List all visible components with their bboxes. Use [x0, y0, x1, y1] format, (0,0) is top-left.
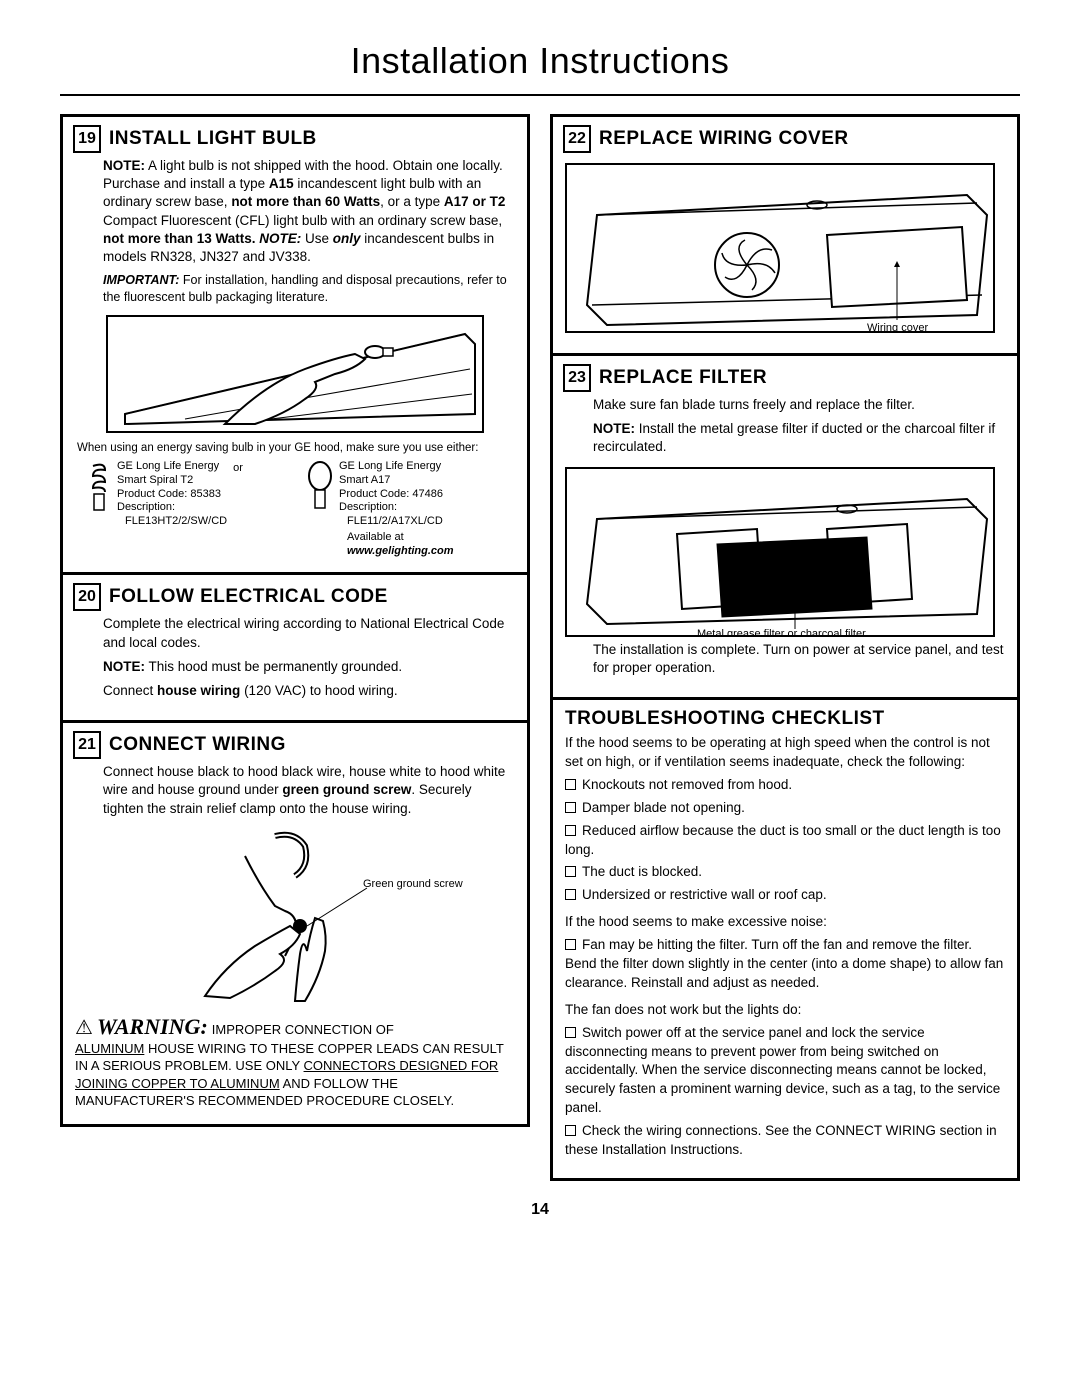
troubleshooting-title: TROUBLESHOOTING CHECKLIST	[565, 708, 885, 730]
ts-p2: If the hood seems to make excessive nois…	[565, 913, 1005, 932]
step-number-19: 19	[73, 125, 101, 153]
step-number-20: 20	[73, 583, 101, 611]
s21-p1: Connect house black to hood black wire, …	[103, 763, 515, 818]
right-column: 22 REPLACE WIRING COVER	[550, 114, 1020, 1181]
s23-p3: The installation is complete. Turn on po…	[593, 641, 1005, 677]
section-19-title: INSTALL LIGHT BULB	[109, 128, 317, 150]
ts-c3: Reduced airflow because the duct is too …	[565, 822, 1005, 860]
s23-p2: NOTE: Install the metal grease filter if…	[593, 420, 1005, 456]
step-number-22: 22	[563, 125, 591, 153]
connect-wiring-illustration	[145, 826, 445, 1006]
cfl-spiral-icon	[87, 460, 111, 516]
s20-p2: NOTE: This hood must be permanently grou…	[103, 658, 515, 676]
ts-c7: Switch power off at the service panel an…	[565, 1024, 1005, 1118]
s19-note: NOTE: A light bulb is not shipped with t…	[103, 157, 515, 266]
ts-p3: The fan does not work but the lights do:	[565, 1001, 1005, 1020]
ts-c4: The duct is blocked.	[565, 863, 1005, 882]
warning-icon: ⚠	[75, 1015, 93, 1040]
ts-c1: Knockouts not removed from hood.	[565, 776, 1005, 795]
ts-c8: Check the wiring connections. See the CO…	[565, 1122, 1005, 1160]
cfl-a17-icon	[307, 460, 333, 516]
ts-c5: Undersized or restrictive wall or roof c…	[565, 886, 1005, 905]
page-number: 14	[60, 1201, 1020, 1219]
svg-text:Wiring cover: Wiring cover	[867, 322, 928, 333]
s20-p1: Complete the electrical wiring according…	[103, 615, 515, 651]
columns: 19 INSTALL LIGHT BULB NOTE: A light bulb…	[60, 114, 1020, 1181]
step-number-23: 23	[563, 364, 591, 392]
s20-p3: Connect house wiring (120 VAC) to hood w…	[103, 682, 515, 700]
section-21: 21 CONNECT WIRING Connect house black to…	[60, 720, 530, 1127]
bulb-options: GE Long Life Energy Smart Spiral T2 Prod…	[63, 460, 527, 558]
section-22: 22 REPLACE WIRING COVER	[550, 114, 1020, 353]
ts-c2: Damper blade not opening.	[565, 799, 1005, 818]
title-rule	[60, 94, 1020, 96]
section-23: 23 REPLACE FILTER Make sure fan blade tu…	[550, 353, 1020, 697]
ts-p1: If the hood seems to be operating at hig…	[565, 734, 1005, 772]
section-19: 19 INSTALL LIGHT BULB NOTE: A light bulb…	[60, 114, 530, 572]
section-23-title: REPLACE FILTER	[599, 367, 767, 389]
wiring-cover-illustration: Wiring cover	[565, 163, 995, 333]
s19-either-note: When using an energy saving bulb in your…	[63, 442, 527, 460]
warning-header: ⚠ WARNING: IMPROPER CONNECTION OF	[63, 1014, 527, 1040]
page-title: Installation Instructions	[60, 40, 1020, 82]
install-bulb-illustration	[105, 314, 485, 434]
s19-important: IMPORTANT: For installation, handling an…	[103, 272, 515, 306]
svg-text:Metal grease filter or charcoa: Metal grease filter or charcoal filter	[697, 628, 866, 637]
s23-p1: Make sure fan blade turns freely and rep…	[593, 396, 1005, 414]
section-20: 20 FOLLOW ELECTRICAL CODE Complete the e…	[60, 572, 530, 720]
warning-body: ALUMINUM HOUSE WIRING TO THESE COPPER LE…	[63, 1040, 527, 1110]
green-screw-label: Green ground screw	[363, 878, 463, 890]
step-number-21: 21	[73, 731, 101, 759]
ts-c6: Fan may be hitting the filter. Turn off …	[565, 936, 1005, 993]
troubleshooting: TROUBLESHOOTING CHECKLIST If the hood se…	[550, 697, 1020, 1181]
section-22-title: REPLACE WIRING COVER	[599, 128, 849, 150]
section-20-title: FOLLOW ELECTRICAL CODE	[109, 586, 388, 608]
left-column: 19 INSTALL LIGHT BULB NOTE: A light bulb…	[60, 114, 530, 1181]
replace-filter-illustration: Metal grease filter or charcoal filter	[565, 467, 995, 637]
section-21-title: CONNECT WIRING	[109, 734, 286, 756]
